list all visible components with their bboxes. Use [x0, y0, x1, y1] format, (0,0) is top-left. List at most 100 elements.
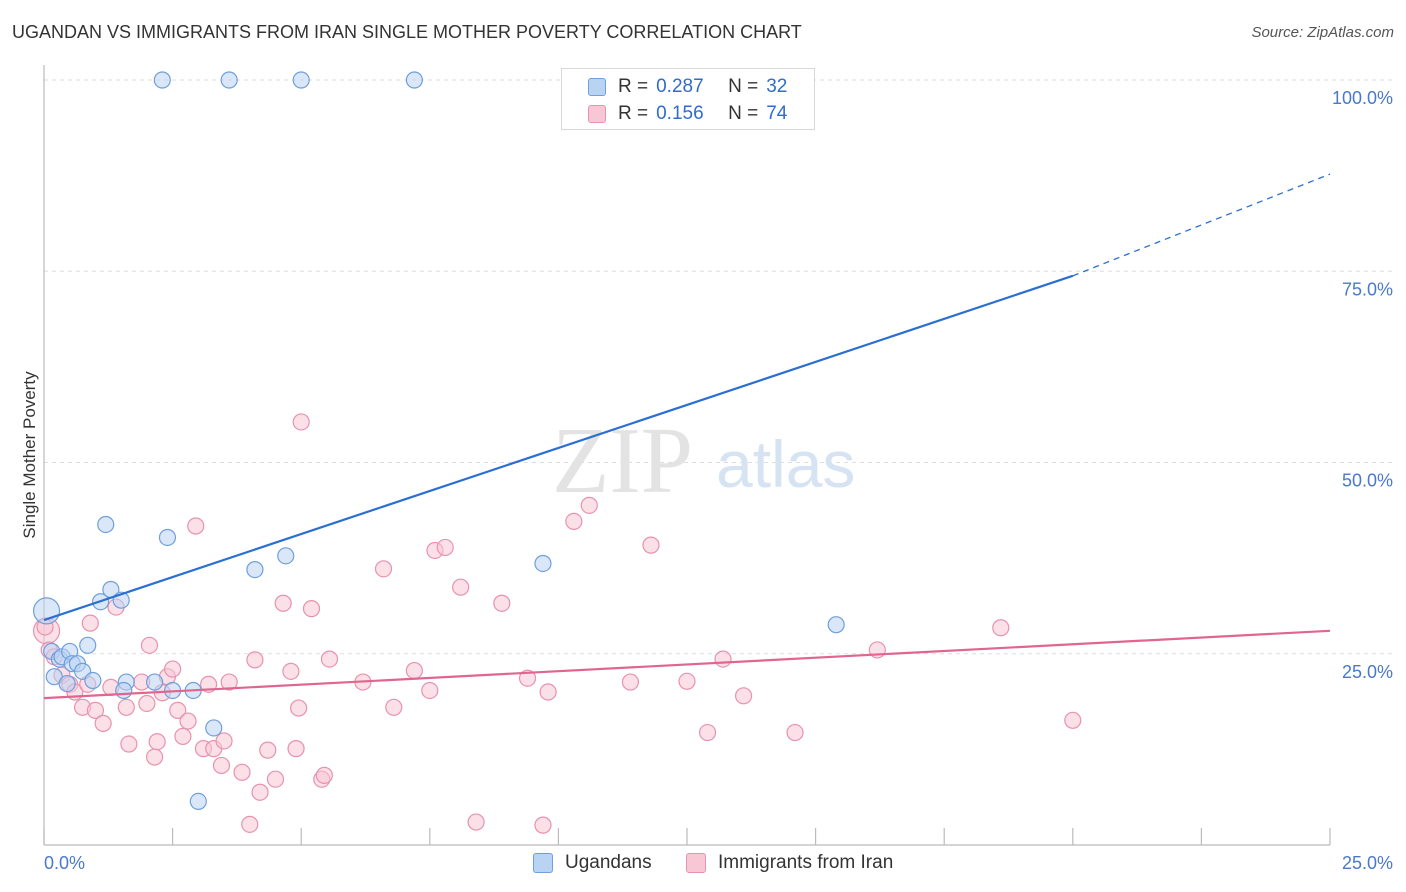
legend-row-ugandans: R = 0.287 N = 32: [588, 75, 787, 99]
point-iran: [164, 660, 182, 678]
legend-n-label: N =: [728, 76, 759, 97]
point-ugandans: [97, 515, 115, 534]
point-iran: [251, 783, 269, 801]
point-iran: [86, 701, 105, 719]
point-iran: [302, 600, 321, 618]
series-legend-ugandans: Ugandans: [533, 852, 652, 874]
point-iran: [287, 740, 305, 758]
legend-r-value: 0.156: [656, 103, 704, 124]
point-iran: [292, 413, 310, 431]
point-iran: [493, 594, 511, 612]
point-iran: [315, 766, 333, 784]
y-tick-label: 25.0%: [1342, 662, 1393, 682]
point-iran: [642, 536, 660, 554]
point-iran: [140, 636, 159, 654]
point-iran: [233, 763, 251, 781]
point-iran: [174, 727, 192, 745]
point-ugandans: [405, 71, 423, 89]
trendline-ugandans: [43, 274, 1074, 622]
point-ugandans: [292, 71, 310, 89]
legend-swatch-pink: [588, 105, 606, 123]
y-tick-label: 50.0%: [1342, 471, 1393, 491]
point-iran: [282, 662, 300, 680]
point-iran: [565, 512, 583, 531]
point-iran: [385, 698, 403, 716]
point-iran: [452, 578, 470, 596]
point-iran: [290, 699, 308, 717]
series-legend-iran: Immigrants from Iran: [686, 852, 893, 874]
point-iran: [436, 538, 454, 557]
legend-n-value: 74: [766, 103, 788, 124]
legend-n-value: 32: [766, 76, 788, 97]
series-legend: Ugandans Immigrants from Iran: [0, 852, 1406, 878]
x-tick-label: 0.0%: [44, 853, 85, 873]
point-iran: [179, 712, 197, 730]
watermark-zip: ZIP: [552, 409, 693, 513]
point-ugandans: [534, 554, 552, 573]
point-ugandans: [145, 673, 164, 691]
series-swatch-blue: [533, 853, 553, 873]
point-iran: [678, 672, 696, 690]
point-iran: [467, 813, 485, 831]
legend-r-value: 0.287: [656, 76, 704, 97]
point-ugandans: [115, 681, 133, 700]
point-iran: [220, 673, 238, 691]
series-label-iran: Immigrants from Iran: [718, 852, 894, 873]
point-iran: [539, 683, 557, 701]
point-iran: [274, 594, 292, 612]
point-iran: [320, 650, 339, 668]
point-iran: [266, 770, 285, 788]
legend-row-iran: R = 0.156 N = 74: [588, 102, 787, 126]
legend-swatch-blue: [588, 78, 606, 96]
y-tick-label: 75.0%: [1342, 279, 1393, 299]
source-label: Source: ZipAtlas.com: [1251, 24, 1394, 41]
point-iran: [421, 681, 439, 700]
point-iran: [246, 651, 264, 669]
point-ugandans: [153, 71, 171, 89]
trend-lines: [43, 173, 1331, 700]
point-ugandans: [246, 560, 264, 579]
tick-labels: 100.0% 75.0% 50.0% 25.0% 0.0% 25.0%: [44, 88, 1393, 873]
point-iran: [138, 694, 156, 713]
trendline-ugandans-extension: [1072, 173, 1331, 277]
y-axis-title: Single Mother Poverty: [20, 371, 39, 539]
data-points: [32, 71, 1082, 834]
point-iran: [714, 650, 732, 668]
series-label-ugandans: Ugandans: [565, 852, 652, 873]
point-iran: [374, 560, 393, 578]
point-ugandans: [79, 636, 97, 654]
correlation-legend: R = 0.287 N = 32 R = 0.156 N = 74: [561, 68, 815, 130]
point-iran: [992, 619, 1010, 637]
point-iran: [621, 673, 640, 691]
chart-title: UGANDAN VS IMMIGRANTS FROM IRAN SINGLE M…: [12, 22, 802, 42]
point-iran: [518, 669, 537, 687]
series-swatch-pink: [686, 853, 706, 873]
point-iran: [117, 698, 135, 716]
point-iran: [1064, 711, 1082, 729]
legend-r-label: R =: [618, 103, 649, 124]
trendline-iran: [43, 629, 1331, 700]
watermark: ZIP atlas: [552, 409, 855, 513]
point-iran: [212, 756, 231, 775]
point-iran: [169, 701, 187, 719]
point-iran: [187, 517, 205, 535]
point-iran: [698, 723, 717, 742]
point-ugandans: [220, 71, 238, 89]
point-ugandans: [158, 528, 177, 547]
point-ugandans: [58, 674, 76, 693]
point-iran: [580, 496, 598, 514]
legend-n-label: N =: [728, 103, 759, 124]
point-iran: [215, 732, 233, 750]
watermark-atlas: atlas: [716, 427, 855, 501]
point-iran: [120, 735, 138, 753]
x-tick-label: 25.0%: [1342, 853, 1393, 873]
point-iran: [405, 661, 423, 680]
point-iran: [786, 723, 804, 742]
point-iran: [94, 714, 112, 732]
point-iran: [259, 741, 277, 759]
point-iran: [534, 816, 552, 834]
y-tick-label: 100.0%: [1332, 88, 1393, 108]
point-iran: [734, 687, 753, 705]
point-iran: [241, 815, 259, 833]
